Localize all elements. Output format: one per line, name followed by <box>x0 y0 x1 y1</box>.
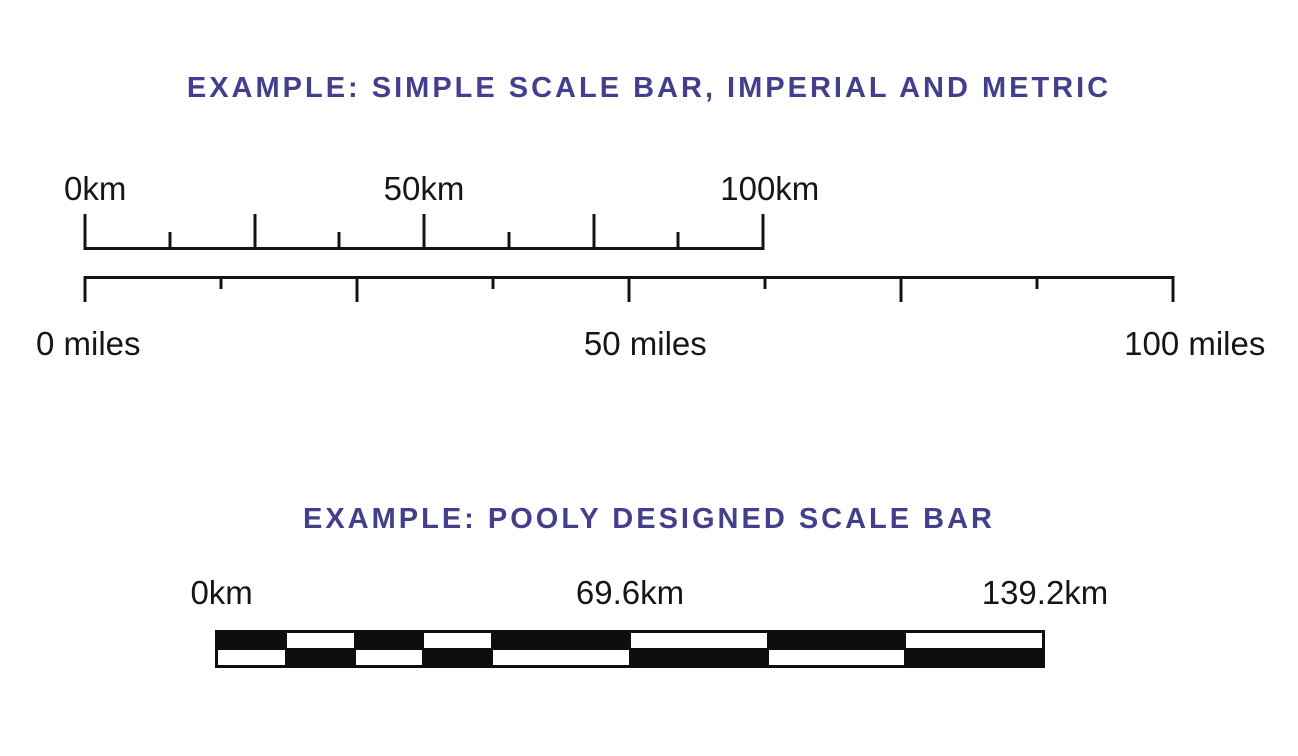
scale-tick-minor <box>676 232 680 250</box>
poor-scale-bar-title: EXAMPLE: POOLY DESIGNED SCALE BAR <box>303 503 995 536</box>
scale-tick-minor <box>763 276 767 289</box>
checker-segment-white <box>423 632 493 649</box>
checker-segment-white <box>767 649 906 666</box>
checker-segment-white <box>492 649 630 666</box>
scale-tick-major <box>899 276 903 302</box>
scale-tick-minor <box>337 232 341 250</box>
checker-segment-white <box>217 649 286 666</box>
scale-label: 50 miles <box>583 325 707 362</box>
scale-label: 0 miles <box>35 325 141 362</box>
scale-tick-minor <box>491 276 495 289</box>
checker-segment-white <box>629 632 768 649</box>
checker-segment-white <box>285 632 355 649</box>
scale-label: 100 miles <box>1124 325 1266 362</box>
scale-label: 69.6km <box>575 574 685 611</box>
checker-segment-black <box>492 632 630 649</box>
scale-tick-major <box>592 214 595 250</box>
scale-tick-minor <box>507 232 511 250</box>
scale-tick-major <box>1171 276 1175 302</box>
metric-scale-ruler <box>83 214 765 250</box>
checker-row <box>217 632 1043 649</box>
scale-label: 0km <box>63 170 127 207</box>
scale-label: 0km <box>190 574 253 611</box>
metric-scale-labels: 0km 50km 100km <box>64 170 819 212</box>
checker-segment-black <box>905 649 1043 666</box>
scale-tick-minor <box>168 232 172 250</box>
scale-tick-major <box>761 214 765 250</box>
imperial-scale-labels: 0 miles 50 miles 100 miles <box>36 325 1265 367</box>
scale-tick-minor <box>219 276 223 289</box>
checker-segment-black <box>629 649 768 666</box>
scale-tick-major <box>355 276 359 302</box>
scale-tick-major <box>422 214 426 250</box>
scale-tick-major <box>83 276 87 302</box>
checker-row <box>217 649 1043 666</box>
checkered-scale-bar <box>215 630 1045 668</box>
checker-segment-black <box>285 649 355 666</box>
checker-segment-black <box>423 649 493 666</box>
simple-scale-bar-title: EXAMPLE: SIMPLE SCALE BAR, IMPERIAL AND … <box>186 72 1112 105</box>
scale-label: 100km <box>720 170 820 207</box>
scale-tick-minor <box>1035 276 1039 289</box>
checker-segment-black <box>767 632 906 649</box>
imperial-scale-ruler <box>83 276 1175 305</box>
scale-tick-major <box>253 214 256 250</box>
scale-tick-major <box>627 276 631 302</box>
poor-scale-labels: 0km 69.6km 139.2km <box>190 574 1108 616</box>
checker-segment-black <box>354 632 424 649</box>
checker-segment-white <box>354 649 424 666</box>
checker-segment-black <box>217 632 286 649</box>
scale-label: 50km <box>383 170 465 207</box>
scale-tick-major <box>83 214 87 250</box>
scale-label: 139.2km <box>981 574 1109 611</box>
checker-segment-white <box>905 632 1043 649</box>
